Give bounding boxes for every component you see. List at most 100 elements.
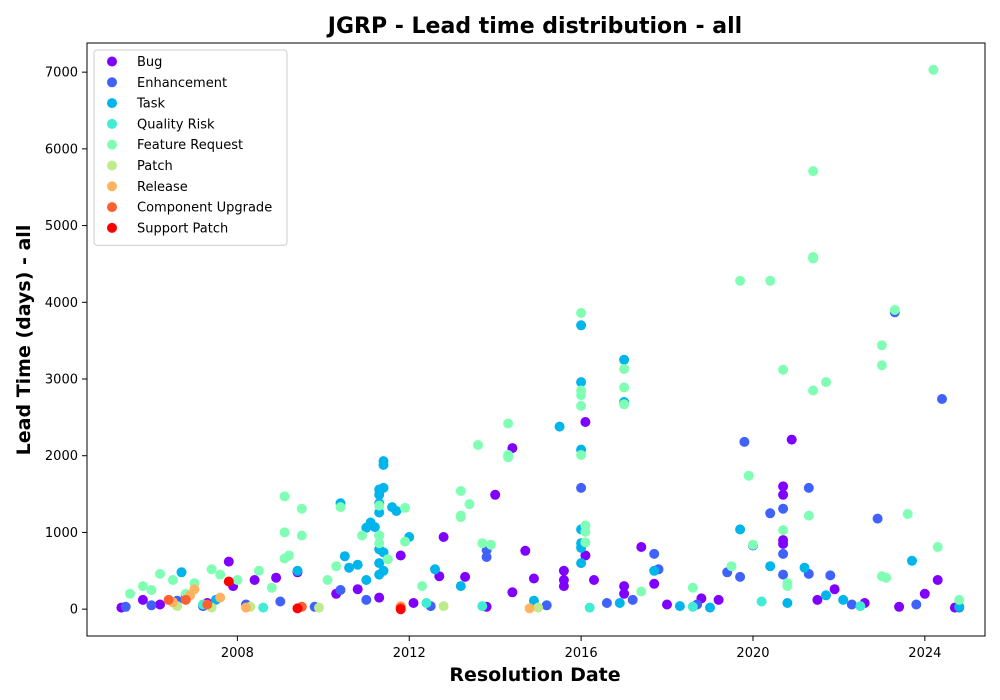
legend-label-7: Component Upgrade bbox=[137, 201, 272, 216]
point-4-21 bbox=[357, 530, 367, 541]
point-4-70 bbox=[881, 572, 892, 583]
point-2-2 bbox=[292, 565, 303, 576]
point-4-74 bbox=[932, 542, 943, 552]
point-4-36 bbox=[503, 418, 514, 429]
y-tick-label-2: 2000 bbox=[45, 449, 78, 464]
point-4-51 bbox=[687, 582, 698, 593]
point-1-15 bbox=[627, 594, 638, 605]
point-3-4 bbox=[584, 602, 595, 613]
point-8-1 bbox=[292, 603, 303, 614]
point-4-64 bbox=[808, 253, 819, 264]
point-2-10 bbox=[369, 522, 380, 533]
point-2-44 bbox=[735, 524, 746, 535]
point-3-7 bbox=[855, 601, 866, 612]
point-1-7 bbox=[335, 585, 346, 595]
point-4-24 bbox=[374, 538, 385, 549]
legend-marker-1 bbox=[107, 77, 117, 88]
point-0-7 bbox=[249, 575, 260, 585]
point-2-25 bbox=[391, 506, 402, 516]
point-4-1 bbox=[137, 581, 148, 592]
point-0-19 bbox=[490, 489, 501, 500]
point-4-55 bbox=[748, 539, 758, 550]
point-0-23 bbox=[528, 573, 539, 584]
point-2-47 bbox=[799, 562, 810, 573]
point-4-48 bbox=[619, 382, 630, 393]
x-axis: 2008 2012 2016 2020 2024 bbox=[221, 636, 941, 661]
point-0-14 bbox=[408, 598, 419, 608]
point-4-45 bbox=[580, 526, 591, 537]
point-3-6 bbox=[756, 596, 767, 607]
point-6-4 bbox=[241, 602, 251, 613]
point-0-11 bbox=[352, 584, 363, 595]
point-2-5 bbox=[344, 562, 355, 573]
point-4-71 bbox=[889, 305, 900, 315]
point-4-28 bbox=[417, 581, 428, 592]
point-0-34 bbox=[662, 599, 672, 610]
point-0-5 bbox=[223, 556, 234, 567]
point-5-3 bbox=[314, 602, 324, 613]
point-1-0 bbox=[120, 601, 131, 612]
legend-marker-0 bbox=[107, 56, 117, 67]
point-0-17 bbox=[460, 571, 471, 582]
point-4-2 bbox=[146, 585, 157, 595]
point-1-25 bbox=[778, 548, 789, 559]
point-2-32 bbox=[576, 377, 587, 388]
point-0-46 bbox=[919, 588, 930, 599]
point-4-17 bbox=[296, 530, 307, 541]
point-4-68 bbox=[876, 360, 887, 371]
point-4-9 bbox=[232, 575, 243, 585]
point-4-25 bbox=[382, 554, 393, 565]
point-5-5 bbox=[533, 602, 544, 613]
point-2-41 bbox=[649, 565, 660, 576]
point-4-72 bbox=[902, 509, 913, 519]
point-2-8 bbox=[361, 575, 372, 585]
y-tick-label-0: 0 bbox=[70, 603, 78, 618]
point-1-34 bbox=[937, 394, 947, 404]
point-2-14 bbox=[374, 507, 385, 518]
point-2-31 bbox=[576, 320, 587, 331]
y-tick-label-4: 4000 bbox=[45, 296, 78, 311]
point-0-29 bbox=[589, 575, 599, 585]
point-2-51 bbox=[954, 601, 965, 612]
point-0-37 bbox=[778, 481, 789, 492]
point-0-16 bbox=[438, 532, 449, 542]
point-4-13 bbox=[279, 527, 290, 538]
point-4-62 bbox=[808, 166, 819, 177]
y-tick-label-5: 5000 bbox=[45, 219, 78, 234]
point-2-0 bbox=[176, 567, 187, 578]
point-1-1 bbox=[146, 600, 157, 611]
point-2-21 bbox=[378, 482, 389, 493]
point-0-22 bbox=[520, 545, 531, 556]
legend-label-5: Patch bbox=[137, 159, 173, 174]
point-1-27 bbox=[803, 482, 814, 493]
point-2-38 bbox=[614, 598, 625, 608]
point-1-8 bbox=[361, 594, 372, 605]
point-4-29 bbox=[455, 486, 466, 496]
y-tick-label-1: 1000 bbox=[45, 526, 78, 541]
point-1-29 bbox=[825, 570, 836, 581]
point-0-36 bbox=[713, 594, 724, 605]
point-4-27 bbox=[400, 502, 410, 513]
point-1-23 bbox=[765, 508, 776, 519]
point-1-16 bbox=[649, 548, 660, 559]
x-tick-label-3: 2020 bbox=[736, 646, 769, 661]
point-0-42 bbox=[812, 594, 823, 605]
point-4-58 bbox=[778, 525, 789, 536]
point-4-66 bbox=[821, 377, 831, 388]
point-4-7 bbox=[206, 564, 217, 575]
point-4-22 bbox=[374, 500, 385, 511]
point-0-33 bbox=[649, 578, 660, 589]
point-0-24 bbox=[558, 565, 569, 576]
point-0-8 bbox=[271, 572, 282, 583]
point-0-12 bbox=[374, 592, 385, 603]
point-0-45 bbox=[894, 601, 905, 612]
point-1-12 bbox=[541, 600, 552, 611]
point-0-21 bbox=[507, 587, 518, 598]
point-4-11 bbox=[266, 582, 277, 593]
point-8-0 bbox=[223, 576, 234, 587]
point-3-2 bbox=[421, 598, 432, 608]
point-4-54 bbox=[743, 470, 754, 481]
point-5-4 bbox=[438, 601, 449, 612]
point-4-41 bbox=[576, 390, 587, 401]
point-4-4 bbox=[167, 575, 178, 585]
